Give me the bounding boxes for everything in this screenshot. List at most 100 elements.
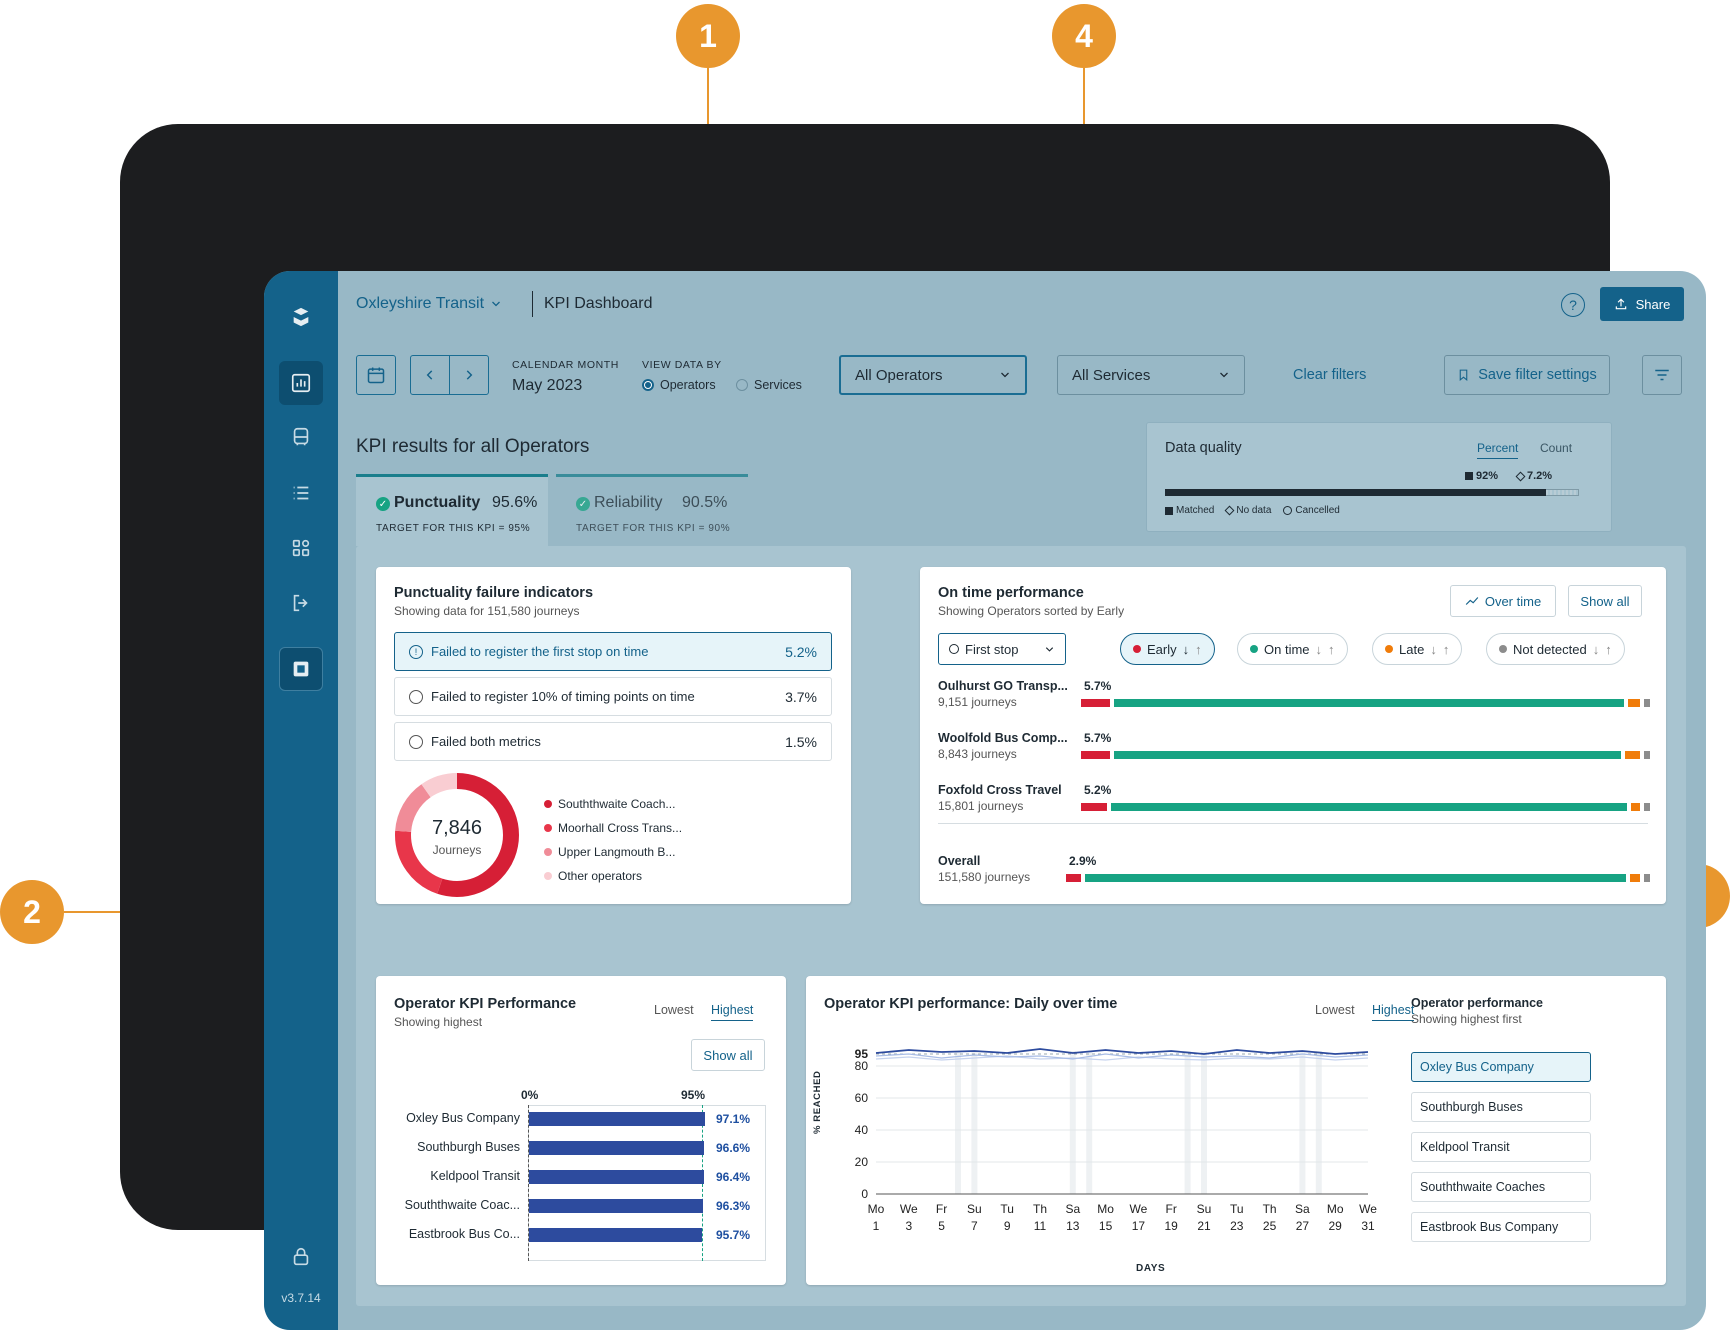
perf-title: Operator performance	[1411, 996, 1543, 1010]
op-kpi-lowest-tab[interactable]: Lowest	[654, 1003, 694, 1017]
reliability-label: Reliability	[594, 494, 663, 511]
otp-late-bar	[1627, 699, 1640, 707]
otp-early-bar	[1081, 803, 1107, 811]
stop-select[interactable]: First stop	[938, 633, 1066, 665]
failure-subtitle: Showing data for 151,580 journeys	[394, 604, 580, 618]
punctuality-label: Punctuality	[394, 494, 481, 511]
list-icon[interactable]	[279, 471, 323, 515]
chevron-down-icon	[492, 301, 500, 307]
perf-item-southburgh[interactable]: Southburgh Buses	[1411, 1092, 1591, 1122]
view-services-radio[interactable]: Services	[736, 378, 802, 392]
not-detected-dot	[1499, 645, 1507, 653]
otp-row-early-pct: 5.7%	[1084, 679, 1112, 693]
otp-row-name[interactable]: Overall	[938, 854, 981, 868]
next-month-button[interactable]	[449, 355, 489, 395]
calendar-button[interactable]	[356, 355, 396, 395]
daily-highest-tab[interactable]: Highest	[1372, 1003, 1415, 1021]
x-tick-date: 1	[872, 1219, 880, 1233]
failure-row-both[interactable]: Failed both metrics 1.5%	[394, 722, 832, 761]
over-time-button[interactable]: Over time	[1450, 585, 1556, 617]
sort-on-time-pill[interactable]: On time ↓ ↑	[1237, 633, 1348, 665]
sort-late-pill[interactable]: Late ↓ ↑	[1372, 633, 1463, 665]
widgets-icon[interactable]	[279, 526, 323, 570]
x-tick-day: Fr	[1165, 1202, 1177, 1216]
org-selector[interactable]: Oxleyshire Transit	[356, 295, 502, 313]
otp-late-bar	[1631, 803, 1640, 811]
chevron-left-icon	[426, 370, 433, 380]
filter-menu-button[interactable]	[1642, 355, 1682, 395]
operators-select[interactable]: All Operators	[839, 355, 1027, 395]
op-kpi-bar[interactable]	[529, 1112, 705, 1126]
y-tick-label: 60	[854, 1091, 868, 1105]
op-kpi-bar[interactable]	[529, 1141, 704, 1155]
x-tick-date: 19	[1164, 1219, 1178, 1233]
series-line[interactable]	[875, 1053, 1369, 1060]
dq-matched-bar	[1165, 489, 1546, 496]
otp-row-name[interactable]: Oulhurst GO Transp...	[938, 679, 1068, 693]
sidebar: v3.7.14	[264, 271, 338, 1330]
otp-row-name[interactable]: Foxfold Cross Travel	[938, 783, 1062, 797]
sort-early-pill[interactable]: Early ↓ ↑	[1120, 633, 1215, 665]
save-filter-label: Save filter settings	[1478, 367, 1597, 383]
logout-icon[interactable]	[279, 581, 323, 625]
x-tick-date: 9	[1003, 1219, 1011, 1233]
tab-punctuality[interactable]: ✓ Punctuality 95.6% TARGET FOR THIS KPI …	[356, 474, 548, 546]
otp-row-name[interactable]: Woolfold Bus Comp...	[938, 731, 1068, 745]
op-kpi-subtitle: Showing highest	[394, 1015, 483, 1029]
op-kpi-bar[interactable]	[529, 1228, 703, 1242]
otp-show-all-button[interactable]: Show all	[1568, 585, 1642, 617]
op-kpi-show-all-button[interactable]: Show all	[691, 1039, 765, 1071]
help-icon[interactable]: ?	[1561, 293, 1585, 317]
dashboard-icon[interactable]	[279, 361, 323, 405]
dq-percent-tab[interactable]: Percent	[1477, 441, 1519, 459]
weekend-band	[1086, 1051, 1093, 1194]
services-select[interactable]: All Services	[1057, 355, 1245, 395]
donut-caption: Journeys	[432, 843, 482, 857]
share-button[interactable]: Share	[1600, 287, 1684, 321]
save-filter-button[interactable]: Save filter settings	[1444, 355, 1610, 395]
op-kpi-bar[interactable]	[529, 1170, 704, 1184]
tab-reliability[interactable]: ✓ Reliability 90.5% TARGET FOR THIS KPI …	[556, 474, 748, 546]
bookmark-icon	[1459, 369, 1468, 382]
prev-month-button[interactable]	[410, 355, 450, 395]
legend-item: Other operators	[544, 864, 682, 888]
series-line[interactable]	[875, 1055, 1369, 1061]
sort-down-icon: ↓	[1592, 641, 1600, 657]
app-logo-icon[interactable]	[279, 295, 323, 339]
clear-filters-link[interactable]: Clear filters	[1293, 367, 1367, 383]
sort-up-icon: ↑	[1605, 641, 1612, 657]
daily-line-chart	[875, 1048, 1369, 1195]
dq-count-tab[interactable]: Count	[1540, 441, 1573, 455]
reliability-target: TARGET FOR THIS KPI = 90%	[576, 523, 731, 534]
lock-icon[interactable]	[279, 1235, 323, 1279]
x-tick-date: 15	[1098, 1219, 1113, 1233]
kpi-results-title: KPI results for all Operators	[356, 436, 590, 457]
sheets-icon[interactable]	[279, 647, 323, 691]
early-dot	[1133, 645, 1141, 653]
y-tick-label: 20	[854, 1155, 868, 1169]
perf-item-souththwaite[interactable]: Souththwaite Coaches	[1411, 1172, 1591, 1202]
otp-divider	[938, 823, 1648, 824]
chevron-down-icon	[1001, 372, 1009, 378]
op-kpi-highest-tab[interactable]: Highest	[711, 1003, 754, 1021]
op-kpi-row-value: 96.6%	[716, 1141, 751, 1155]
op-kpi-bar[interactable]	[529, 1199, 704, 1213]
failure-row-timing-points[interactable]: Failed to register 10% of timing points …	[394, 677, 832, 716]
sort-down-icon: ↓	[1315, 641, 1323, 657]
view-operators-radio[interactable]: Operators	[642, 378, 716, 392]
bus-icon[interactable]	[279, 415, 323, 459]
perf-item-eastbrook[interactable]: Eastbrook Bus Company	[1411, 1212, 1591, 1242]
series-line[interactable]	[875, 1048, 1369, 1055]
failure-row-first-stop[interactable]: ! Failed to register the first stop on ti…	[394, 632, 832, 671]
perf-item-oxley[interactable]: Oxley Bus Company	[1411, 1052, 1591, 1082]
perf-item-keldpool[interactable]: Keldpool Transit	[1411, 1132, 1591, 1162]
legend-dot	[544, 800, 552, 808]
op-kpi-zero-line	[528, 1105, 529, 1261]
chevron-down-icon	[1045, 646, 1054, 652]
daily-over-time-card: Operator KPI performance: Daily over tim…	[806, 976, 1666, 1285]
op-kpi-row-value: 95.7%	[716, 1228, 751, 1242]
daily-lowest-tab[interactable]: Lowest	[1315, 1003, 1355, 1017]
sort-not-detected-pill[interactable]: Not detected ↓ ↑	[1486, 633, 1625, 665]
legend-dot	[544, 824, 552, 832]
otp-row-early-pct: 2.9%	[1069, 854, 1097, 868]
